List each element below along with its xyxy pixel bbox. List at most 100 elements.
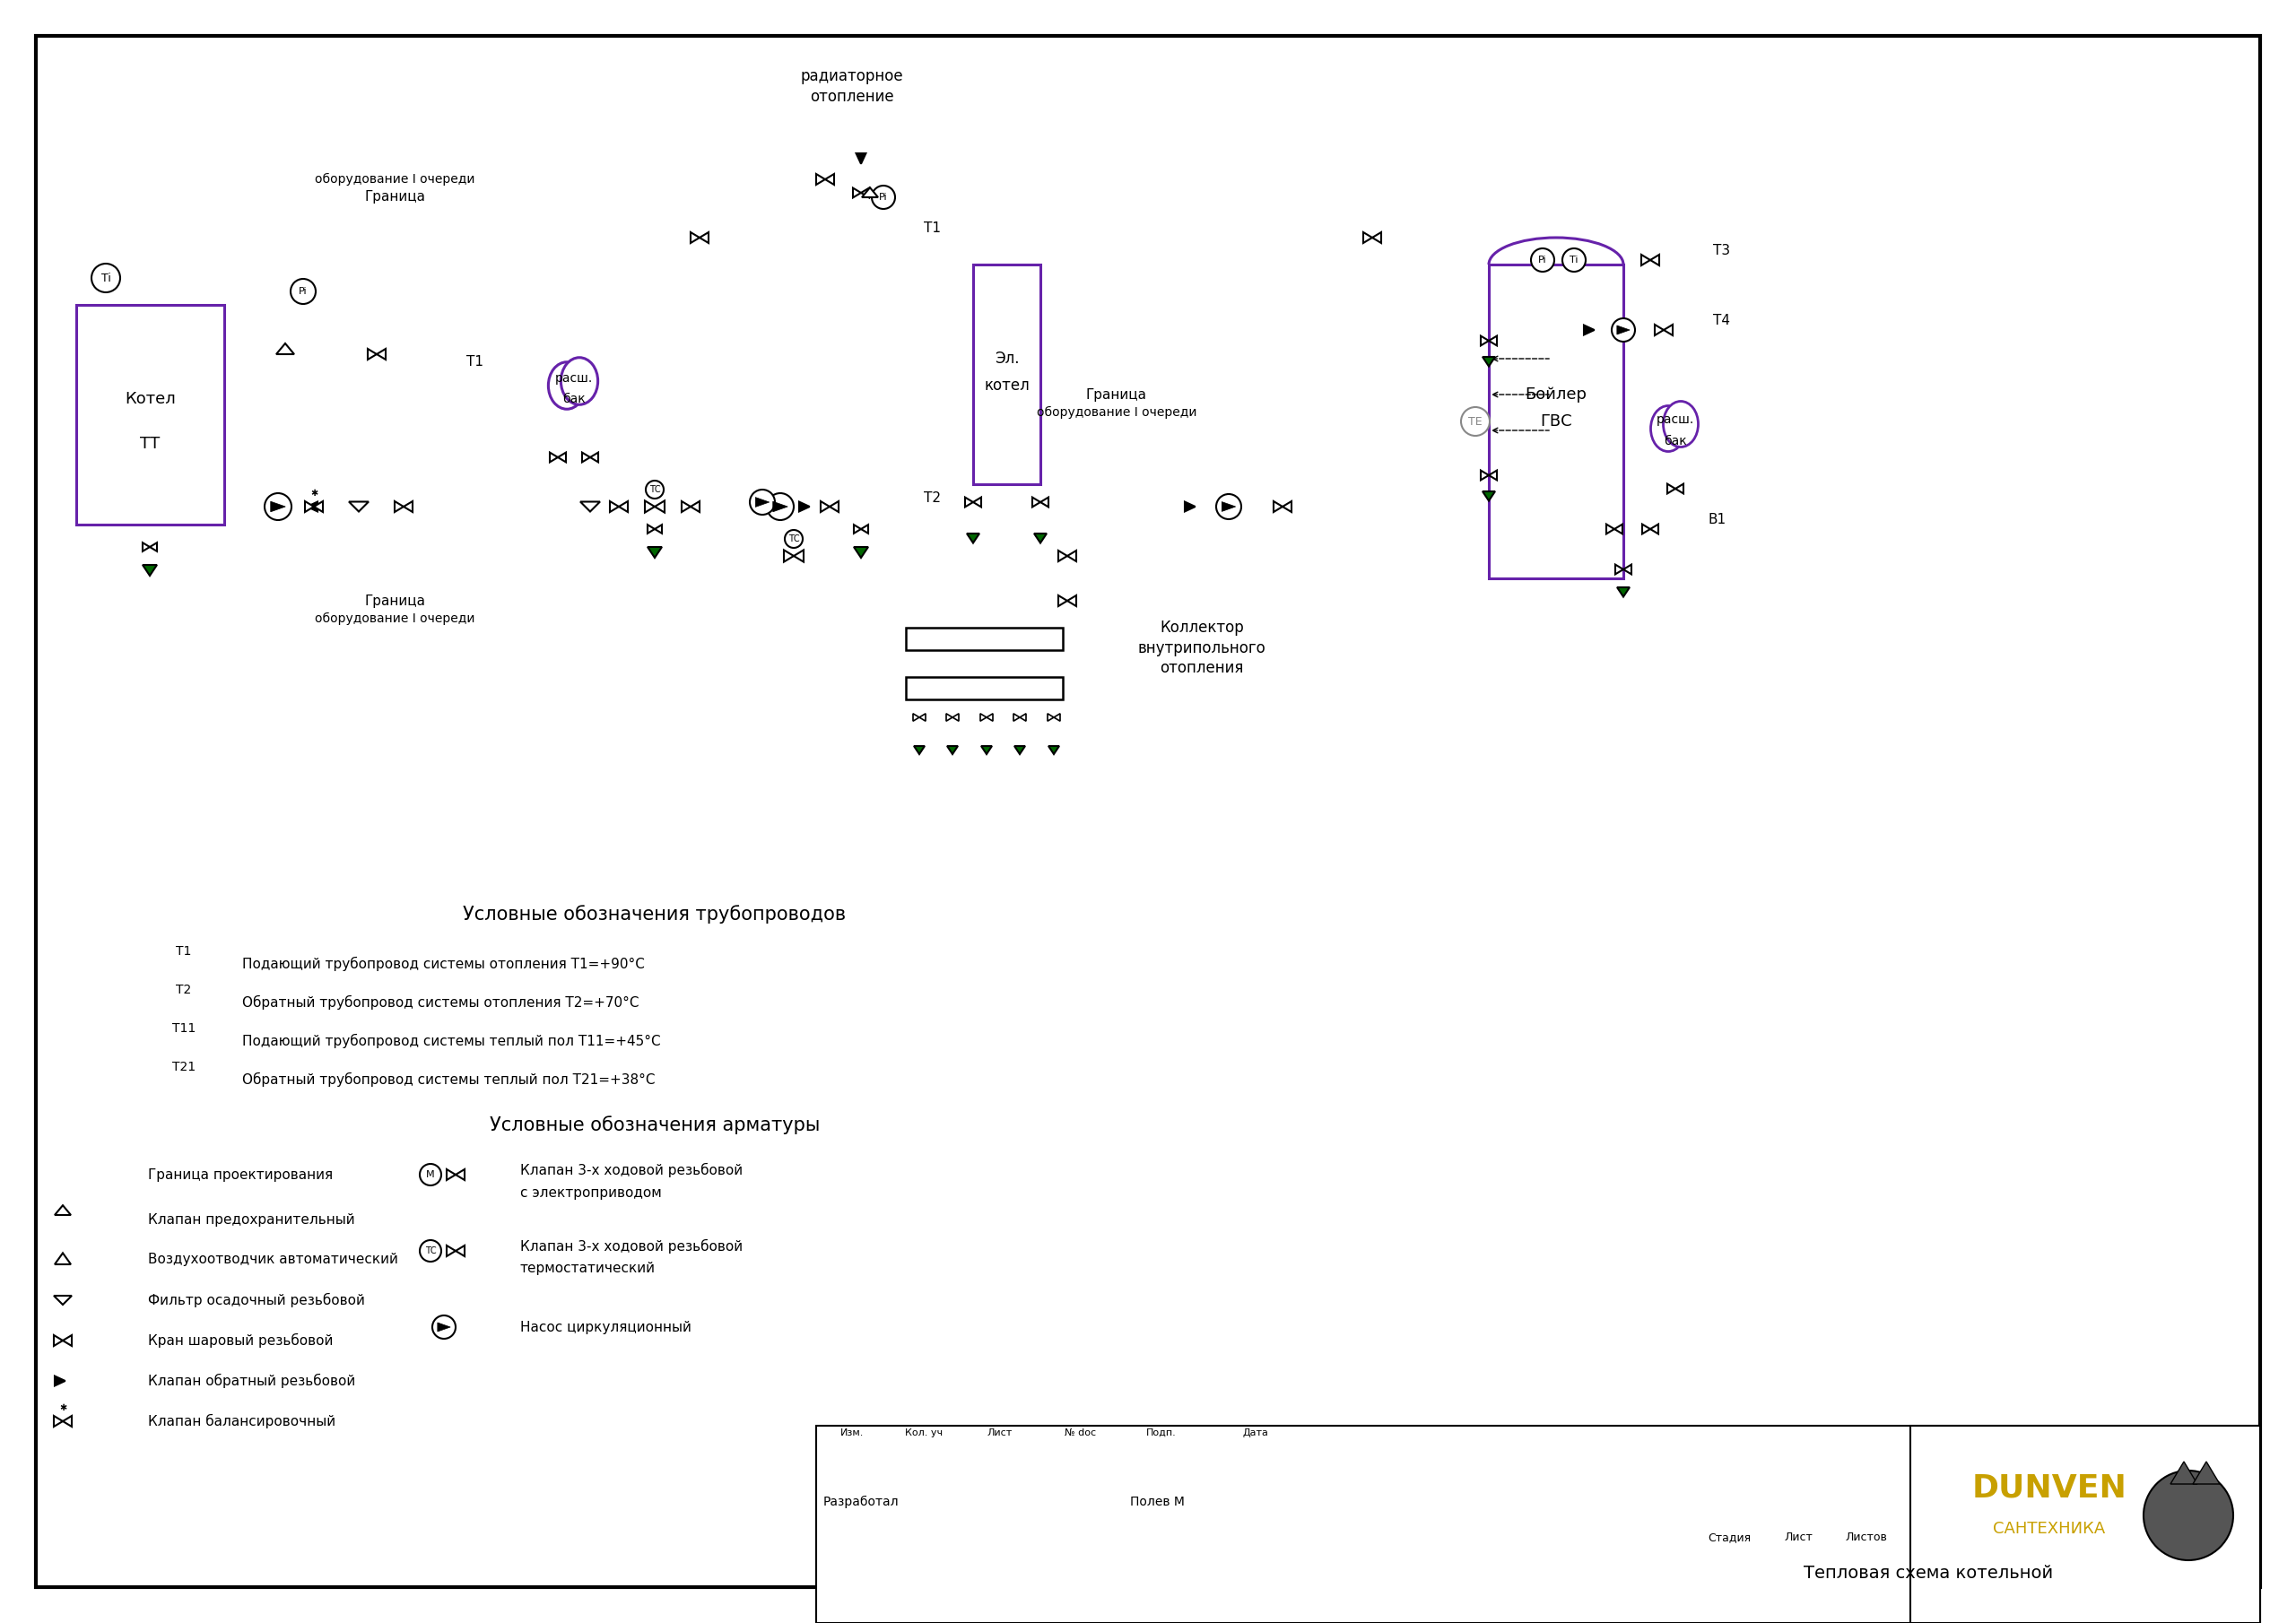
Polygon shape	[824, 174, 833, 185]
Bar	[907, 628, 1063, 651]
Polygon shape	[308, 502, 317, 511]
Polygon shape	[1488, 471, 1497, 480]
Polygon shape	[1033, 534, 1047, 544]
Polygon shape	[55, 1376, 64, 1386]
Text: Лист: Лист	[987, 1428, 1013, 1438]
Polygon shape	[1283, 502, 1290, 511]
Text: Лист: Лист	[1784, 1532, 1812, 1543]
Text: расш.: расш.	[1655, 414, 1694, 425]
Text: Дата: Дата	[1242, 1428, 1270, 1438]
Polygon shape	[1623, 565, 1632, 575]
Polygon shape	[1373, 232, 1382, 243]
Text: Т1: Т1	[177, 945, 191, 958]
Polygon shape	[583, 453, 590, 463]
Polygon shape	[1058, 596, 1068, 605]
Polygon shape	[1364, 232, 1373, 243]
Polygon shape	[1651, 524, 1658, 534]
Text: Клапан 3-х ходовой резьбовой: Клапан 3-х ходовой резьбовой	[521, 1164, 742, 1177]
Polygon shape	[1015, 747, 1024, 755]
Polygon shape	[691, 502, 700, 511]
Polygon shape	[1667, 484, 1676, 493]
Polygon shape	[914, 747, 925, 755]
Text: Листов: Листов	[1846, 1532, 1887, 1543]
Text: Кран шаровый резьбовой: Кран шаровый резьбовой	[147, 1334, 333, 1347]
Polygon shape	[1013, 714, 1019, 721]
Text: Ti: Ti	[1570, 255, 1577, 265]
Circle shape	[92, 263, 119, 292]
Bar	[1488, 265, 1623, 578]
Text: Т11: Т11	[172, 1022, 195, 1035]
Polygon shape	[620, 502, 627, 511]
Polygon shape	[2170, 1462, 2197, 1483]
Text: Обратный трубопровод системы теплый пол Т21=+38°С: Обратный трубопровод системы теплый пол …	[241, 1073, 654, 1087]
Circle shape	[1460, 407, 1490, 437]
Polygon shape	[611, 502, 620, 511]
Polygon shape	[755, 497, 769, 506]
Polygon shape	[980, 747, 992, 755]
Text: Полев М: Полев М	[1130, 1496, 1185, 1508]
Text: Эл.: Эл.	[994, 351, 1019, 367]
Text: оборудование I очереди: оборудование I очереди	[315, 174, 475, 185]
Polygon shape	[1616, 326, 1630, 334]
Text: Клапан балансировочный: Клапан балансировочный	[147, 1414, 335, 1428]
Polygon shape	[315, 502, 324, 511]
Text: расш.: расш.	[556, 372, 592, 385]
Text: ТС: ТС	[788, 534, 799, 544]
Text: радиаторное: радиаторное	[801, 68, 902, 84]
Circle shape	[292, 279, 317, 304]
Text: В1: В1	[1708, 513, 1727, 527]
Text: Насос циркуляционный: Насос циркуляционный	[521, 1321, 691, 1334]
Polygon shape	[914, 714, 918, 721]
Polygon shape	[1676, 484, 1683, 493]
Polygon shape	[1655, 325, 1665, 336]
Bar	[76, 305, 225, 524]
Bar	[974, 265, 1040, 484]
Polygon shape	[271, 502, 285, 511]
Text: Клапан предохранительный: Клапан предохранительный	[147, 1212, 356, 1227]
Text: DUNVEN: DUNVEN	[1972, 1474, 2126, 1505]
Text: Обратный трубопровод системы отопления Т2=+70°С: Обратный трубопровод системы отопления Т…	[241, 995, 638, 1010]
Polygon shape	[1584, 325, 1593, 334]
Polygon shape	[1483, 492, 1495, 502]
Polygon shape	[1221, 502, 1235, 511]
Polygon shape	[783, 550, 794, 562]
Polygon shape	[581, 502, 599, 511]
Polygon shape	[305, 502, 315, 511]
Polygon shape	[794, 550, 804, 562]
Polygon shape	[549, 453, 558, 463]
Polygon shape	[1607, 524, 1614, 534]
Polygon shape	[590, 453, 599, 463]
Circle shape	[1561, 248, 1587, 271]
Text: ✱: ✱	[310, 489, 317, 498]
Circle shape	[645, 480, 664, 498]
Polygon shape	[142, 565, 156, 576]
Circle shape	[264, 493, 292, 519]
Bar	[907, 677, 1063, 700]
Polygon shape	[691, 232, 700, 243]
Text: ТС: ТС	[425, 1246, 436, 1255]
Polygon shape	[1040, 497, 1049, 506]
Text: Изм.: Изм.	[840, 1428, 863, 1438]
Text: Фильтр осадочный резьбовой: Фильтр осадочный резьбовой	[147, 1294, 365, 1308]
Text: Коллектор: Коллектор	[1159, 620, 1244, 636]
Text: САНТЕХНИКА: САНТЕХНИКА	[1993, 1521, 2105, 1537]
Polygon shape	[367, 349, 377, 360]
Polygon shape	[852, 188, 861, 198]
Text: M: M	[427, 1170, 434, 1180]
Polygon shape	[856, 153, 866, 164]
Polygon shape	[149, 542, 156, 552]
Polygon shape	[647, 524, 654, 534]
Text: Бойлер: Бойлер	[1525, 386, 1587, 403]
Polygon shape	[1481, 336, 1488, 346]
Polygon shape	[820, 502, 829, 511]
Polygon shape	[62, 1336, 71, 1345]
Polygon shape	[799, 502, 810, 511]
Polygon shape	[1614, 524, 1623, 534]
Polygon shape	[1054, 714, 1061, 721]
Ellipse shape	[1651, 406, 1685, 451]
Polygon shape	[980, 714, 987, 721]
Ellipse shape	[1662, 401, 1699, 446]
Polygon shape	[682, 502, 691, 511]
Circle shape	[751, 490, 776, 514]
Polygon shape	[1058, 550, 1068, 562]
